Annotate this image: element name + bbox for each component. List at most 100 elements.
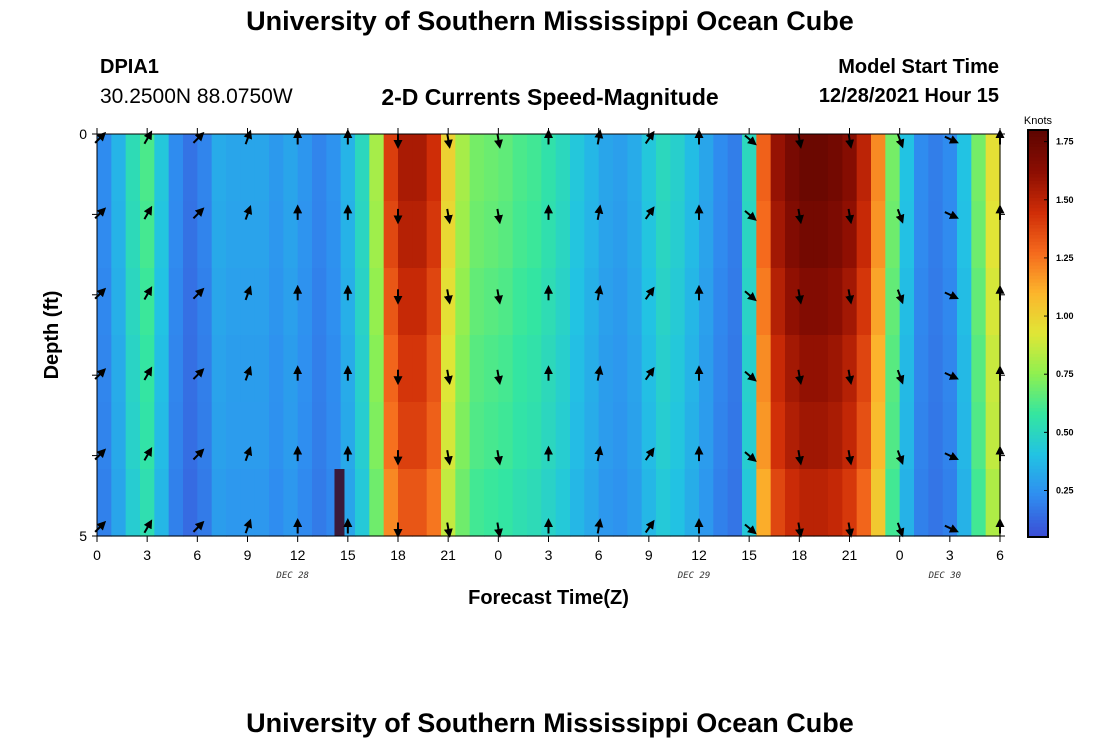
heatmap-cell xyxy=(713,469,729,537)
heatmap-cell xyxy=(613,134,628,202)
heatmap-cell xyxy=(799,134,815,202)
heatmap-cell xyxy=(197,268,213,336)
heatmap-cell xyxy=(240,134,256,202)
heatmap-cell xyxy=(326,335,342,403)
x-tick-label: 21 xyxy=(842,547,858,563)
colorbar-tick-label: 0.25 xyxy=(1056,485,1074,495)
heatmap-cell xyxy=(527,134,542,202)
heatmap-cell xyxy=(312,335,327,403)
colorbar-segment xyxy=(1028,309,1048,314)
colorbar-segment xyxy=(1028,133,1048,138)
heatmap-cell xyxy=(484,268,499,336)
heatmap-cell xyxy=(297,335,313,403)
colorbar-segment xyxy=(1028,279,1048,284)
heatmap-cell xyxy=(713,402,729,470)
heatmap-cell xyxy=(856,469,872,537)
heatmap-cell xyxy=(570,335,585,403)
current-arrow xyxy=(192,448,205,461)
colorbar-segment xyxy=(1028,479,1048,484)
colorbar-segment xyxy=(1028,224,1048,230)
colorbar-segment xyxy=(1028,513,1048,518)
heatmap-cell xyxy=(756,268,772,336)
heatmap-cell xyxy=(641,268,657,336)
heatmap-cell xyxy=(312,469,327,537)
colorbar-tick-label: 1.00 xyxy=(1056,311,1074,321)
colorbar-segment xyxy=(1028,425,1048,430)
current-arrow xyxy=(94,448,107,461)
current-arrow xyxy=(845,208,855,225)
current-arrow xyxy=(594,129,604,145)
heatmap-cell xyxy=(584,268,600,336)
heatmap-cell xyxy=(97,402,112,470)
colorbar-segment xyxy=(1028,455,1048,460)
colorbar-segment xyxy=(1028,333,1048,338)
heatmap-cell xyxy=(383,268,399,336)
colorbar-segment xyxy=(1028,367,1048,372)
heatmap-cell xyxy=(469,469,485,537)
heatmap-cell xyxy=(197,335,213,403)
heatmap-cell xyxy=(699,335,714,403)
heatmap-cell xyxy=(111,335,127,403)
heatmap-cell xyxy=(914,134,929,202)
colorbar-segment xyxy=(1028,167,1048,172)
heatmap-cell xyxy=(942,268,958,336)
heatmap-cell xyxy=(383,134,399,202)
colorbar-segment xyxy=(1028,503,1048,508)
heatmap-cell xyxy=(942,469,958,537)
heatmap-cell xyxy=(168,335,184,403)
heatmap-cell xyxy=(770,201,786,269)
colorbar-segment xyxy=(1028,286,1048,291)
heatmap-cell xyxy=(398,201,413,269)
heatmap-cell xyxy=(125,201,141,269)
heatmap-cell xyxy=(598,201,614,269)
x-tick-label: 3 xyxy=(143,547,151,563)
heatmap-cell xyxy=(928,469,944,537)
heatmap-cell xyxy=(183,402,198,470)
heatmap-cell xyxy=(269,268,284,336)
heatmap-cell xyxy=(971,134,987,202)
heatmap-cell xyxy=(469,201,485,269)
colorbar-segment xyxy=(1028,492,1048,498)
colorbar-segment xyxy=(1028,442,1048,447)
heatmap-cell xyxy=(441,335,456,403)
heatmap-cell xyxy=(813,268,829,336)
heatmap-cell xyxy=(111,402,127,470)
colorbar-segment xyxy=(1028,516,1048,521)
colorbar-segment xyxy=(1028,357,1048,362)
heatmap-cell xyxy=(441,134,456,202)
heatmap-cell xyxy=(770,335,786,403)
colorbar-segment xyxy=(1028,489,1048,494)
heatmap-cell xyxy=(914,335,929,403)
heatmap-cell xyxy=(512,402,528,470)
heatmap-cell xyxy=(125,134,141,202)
heatmap-cell xyxy=(412,201,428,269)
heatmap-cell xyxy=(684,201,700,269)
colorbar-segment xyxy=(1028,353,1048,359)
heatmap-cell xyxy=(283,268,299,336)
heatmap-cell xyxy=(498,134,514,202)
heatmap-cell xyxy=(226,335,241,403)
colorbar-segment xyxy=(1028,140,1048,145)
current-arrow xyxy=(744,523,757,535)
colorbar-segment xyxy=(1028,194,1048,199)
heatmap-cell xyxy=(598,402,614,470)
current-arrow xyxy=(594,365,604,381)
colorbar-segment xyxy=(1028,475,1048,481)
colorbar-segment xyxy=(1028,401,1048,406)
colorbar-segment xyxy=(1028,292,1048,297)
colorbar-segment xyxy=(1028,163,1048,169)
heatmap-cell xyxy=(240,268,256,336)
heatmap-cell xyxy=(383,335,399,403)
heatmap-cell xyxy=(197,402,213,470)
colorbar-segment xyxy=(1028,252,1048,257)
heatmap-cell xyxy=(211,402,227,470)
heatmap-cell xyxy=(971,335,987,403)
heatmap-cell xyxy=(355,134,370,202)
colorbar-segment xyxy=(1028,377,1048,382)
heatmap-cell xyxy=(842,268,858,336)
heatmap-cell xyxy=(197,134,213,202)
current-arrow xyxy=(243,129,253,145)
heatmap-cell xyxy=(613,335,628,403)
colorbar-segment xyxy=(1028,397,1048,403)
x-tick-label: 9 xyxy=(645,547,653,563)
